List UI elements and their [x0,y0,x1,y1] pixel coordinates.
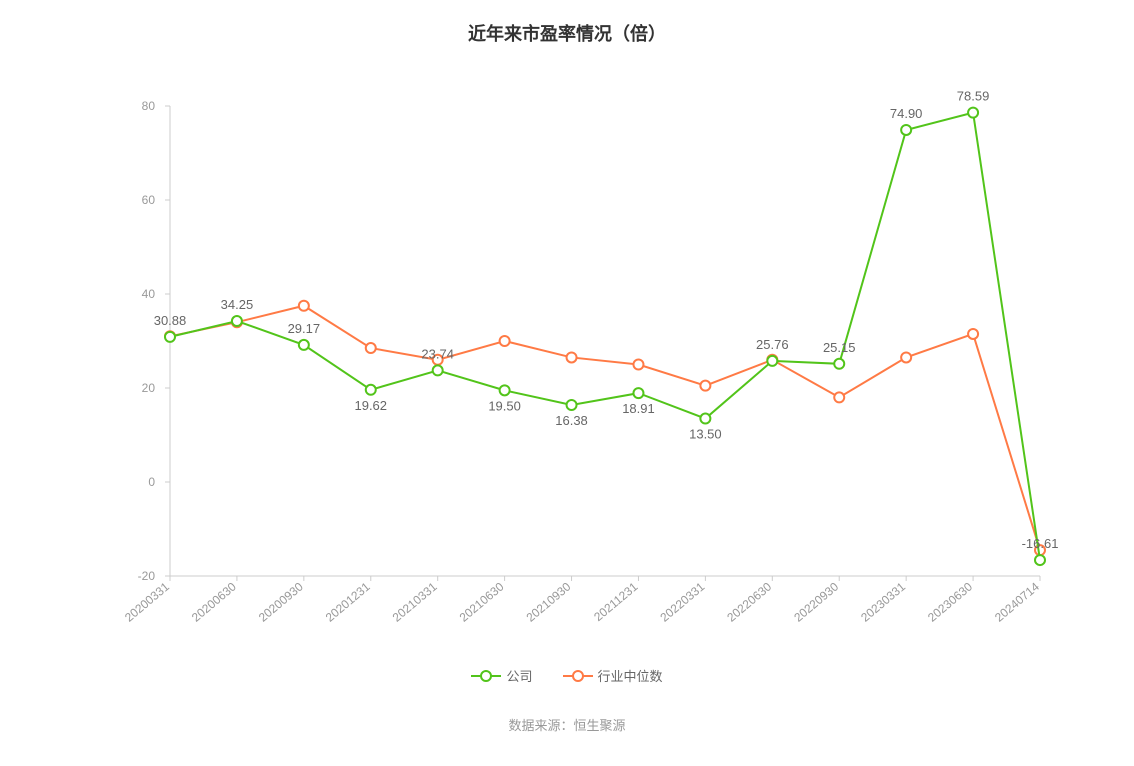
line-chart: -20 0 20 40 60 80 20200331 20200630 20200930 2020… [0,46,1134,636]
legend-label-company: 公司 [506,666,532,685]
data-source: 数据来源：恒生聚源 [0,715,1134,734]
svg-text:25.15: 25.15 [823,340,856,355]
svg-text:20220331: 20220331 [657,579,707,624]
svg-text:-16.61: -16.61 [1022,536,1059,551]
svg-text:25.76: 25.76 [756,337,789,352]
legend-item-company: 公司 [471,666,532,685]
svg-text:30.88: 30.88 [154,313,187,328]
svg-text:20230331: 20230331 [858,579,908,624]
svg-text:20210331: 20210331 [390,579,440,624]
svg-text:20210930: 20210930 [524,579,574,624]
svg-text:20220630: 20220630 [724,579,774,624]
legend-label-industry: 行业中位数 [598,666,663,685]
legend-item-industry: 行业中位数 [563,666,663,685]
svg-text:29.17: 29.17 [288,321,321,336]
svg-text:18.91: 18.91 [622,401,655,416]
svg-text:20210630: 20210630 [457,579,507,624]
svg-text:23.74: 23.74 [421,346,454,361]
svg-text:80: 80 [142,99,156,113]
svg-text:20211231: 20211231 [591,579,640,624]
legend: 公司 行业中位数 [0,666,1134,685]
svg-text:40: 40 [142,287,156,301]
svg-text:20240714: 20240714 [992,579,1042,624]
svg-text:20200630: 20200630 [189,579,239,624]
svg-text:16.38: 16.38 [555,413,588,428]
svg-text:34.25: 34.25 [221,297,254,312]
svg-text:60: 60 [142,193,156,207]
svg-text:20201231: 20201231 [323,579,373,624]
svg-text:19.62: 19.62 [354,398,387,413]
svg-text:19.50: 19.50 [488,398,521,413]
chart-title: 近年来市盈率情况（倍） [0,0,1134,46]
svg-text:20220930: 20220930 [791,579,841,624]
legend-marker-company [471,669,501,683]
svg-text:20: 20 [142,381,156,395]
legend-marker-industry [563,669,593,683]
svg-text:20230630: 20230630 [925,579,975,624]
svg-text:0: 0 [148,475,155,489]
svg-text:20200331: 20200331 [122,579,172,624]
chart-container: 近年来市盈率情况（倍） -20 0 20 40 60 80 20200331 20200630… [0,0,1134,766]
svg-text:20200930: 20200930 [256,579,306,624]
svg-text:74.90: 74.90 [890,106,923,121]
svg-text:78.59: 78.59 [957,89,990,104]
svg-text:-20: -20 [138,569,156,583]
svg-text:13.50: 13.50 [689,427,722,442]
